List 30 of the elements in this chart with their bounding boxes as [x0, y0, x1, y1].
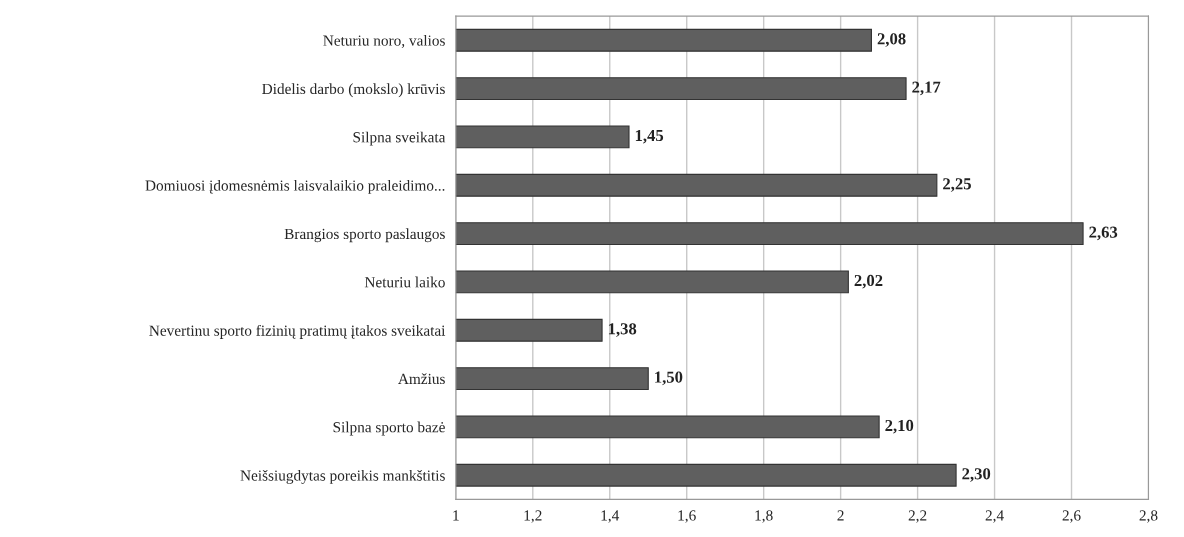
y-tick-label: Neturiu laiko: [364, 276, 445, 288]
data-label: 2,25: [943, 178, 971, 192]
data-label: 2,10: [885, 419, 914, 434]
y-tick-label: Domiuosi įdomesnėmis laisvalaikio praleidimo...: [145, 179, 445, 194]
x-tick-label: 2,8: [1139, 510, 1158, 523]
y-tick-label: Silpna sporto bazė: [333, 421, 445, 436]
y-tick-label: Neturiu noro, valios: [323, 34, 445, 48]
y-tick-label: Neišsiugdytas poreikis mankštitis: [240, 469, 445, 484]
data-label: 2,30: [962, 468, 991, 482]
x-tick-label: 1,8: [755, 510, 773, 523]
data-label: 2,63: [1089, 226, 1118, 241]
x-tick-label: 1: [453, 510, 459, 521]
x-tick-label: 2,4: [985, 510, 1004, 523]
y-tick-label: Didelis darbo (mokslo) krūvis: [262, 83, 445, 98]
y-tick-label: Nevertinu sporto fizinių pratimų įtakos sveikatai: [149, 324, 446, 339]
x-tick-label: 1,2: [524, 510, 542, 523]
data-label: 2,17: [912, 81, 941, 96]
x-tick-label: 2: [837, 510, 844, 521]
y-tick-label: Brangios sporto paslaugos: [284, 228, 445, 243]
data-label: 2,02: [854, 274, 883, 289]
data-label: 2,08: [877, 33, 906, 47]
y-tick-label: Silpna sveikata: [353, 131, 446, 146]
data-label: 1,45: [635, 129, 664, 144]
data-label: 1,50: [655, 371, 683, 386]
data-label: 1,38: [608, 323, 637, 337]
y-tick-label: Amžius: [398, 373, 445, 385]
x-tick-label: 1,4: [601, 510, 620, 523]
x-tick-label: 2,6: [1062, 510, 1081, 523]
x-tick-label: 2,2: [908, 510, 927, 523]
x-tick-label: 1,6: [678, 510, 696, 523]
